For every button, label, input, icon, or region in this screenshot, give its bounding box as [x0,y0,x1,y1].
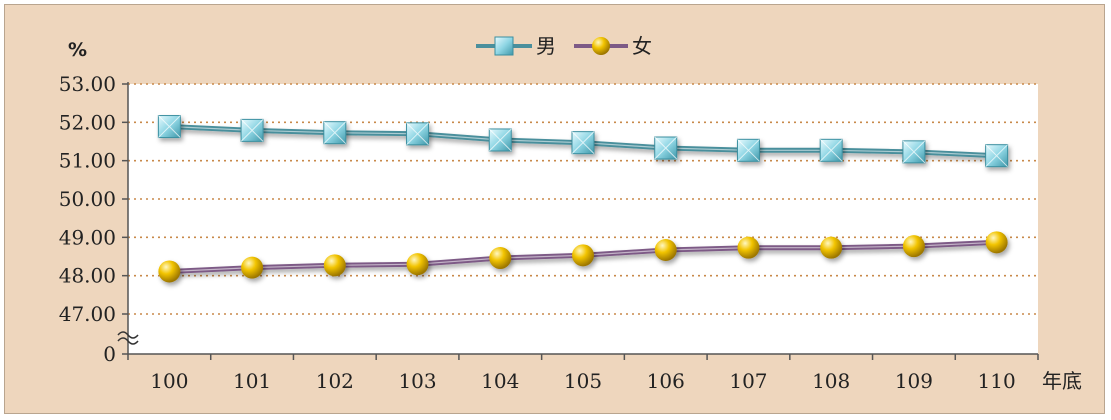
data-point-circle [572,244,594,267]
legend-circle-icon [592,37,610,55]
data-point-circle [737,236,760,259]
y-tick-label: 49.00 [59,225,116,249]
y-tick-label: 51.00 [59,149,116,173]
data-point-square-facet [488,128,512,152]
data-point-circle [489,247,512,270]
x-tick-label: 105 [564,369,602,393]
legend-square-icon [494,36,514,56]
x-tick-label: 103 [398,369,436,393]
data-point-circle [902,235,925,258]
x-tick-labels: 100 101 102 103 104 105 106 107 108 109 110 [127,354,1039,393]
legend: 男 女 [476,34,652,58]
y-tick-label: 47.00 [59,302,116,326]
legend-item-male: 男 [476,34,556,58]
x-tick-label: 107 [729,369,767,393]
data-point-square-facet [737,138,760,162]
y-tick-label: 0 [103,342,116,366]
data-point-square-facet [323,121,347,145]
axis-break-icon [117,331,139,345]
x-tick-label: 109 [895,369,933,393]
data-point-square-facet [902,140,926,164]
y-tick-label: 50.00 [59,187,116,211]
data-point-circle [241,256,264,279]
data-point-circle [158,260,181,283]
y-axis-unit: % [68,39,87,61]
data-point-circle [323,254,346,277]
data-point-square-facet [985,144,1008,168]
y-tick-label: 52.00 [59,110,116,134]
x-tick-label: 100 [150,369,188,393]
data-point-square-facet [819,138,843,162]
x-tick-label: 106 [647,369,685,393]
x-tick-label: 108 [812,369,850,393]
gridlines [128,83,1038,315]
y-tick-label: 48.00 [59,264,116,288]
x-axis-unit: 年底 [1042,369,1082,393]
data-point-square-facet [406,122,429,146]
data-point-circle [406,253,429,276]
data-point-square-facet [240,119,264,142]
y-tick-label: 53.00 [59,72,116,96]
data-point-square-facet [158,115,181,138]
data-point-square-facet [654,136,678,160]
plot-area [128,84,1038,354]
legend-item-female: 女 [574,34,652,58]
x-tick-label: 110 [978,369,1016,393]
data-point-square-facet [571,131,595,155]
x-tick-label: 102 [316,369,354,393]
data-point-circle [820,236,843,259]
series-group [157,115,1009,283]
x-tick-label: 101 [233,369,271,393]
data-point-circle [654,238,677,261]
data-point-circle [985,231,1008,254]
y-tick-labels: 53.00 52.00 51.00 50.00 49.00 48.00 47.00 0 [59,72,128,366]
x-tick-label: 104 [481,369,519,393]
legend-label-female: 女 [632,34,652,58]
legend-label-male: 男 [536,34,556,58]
